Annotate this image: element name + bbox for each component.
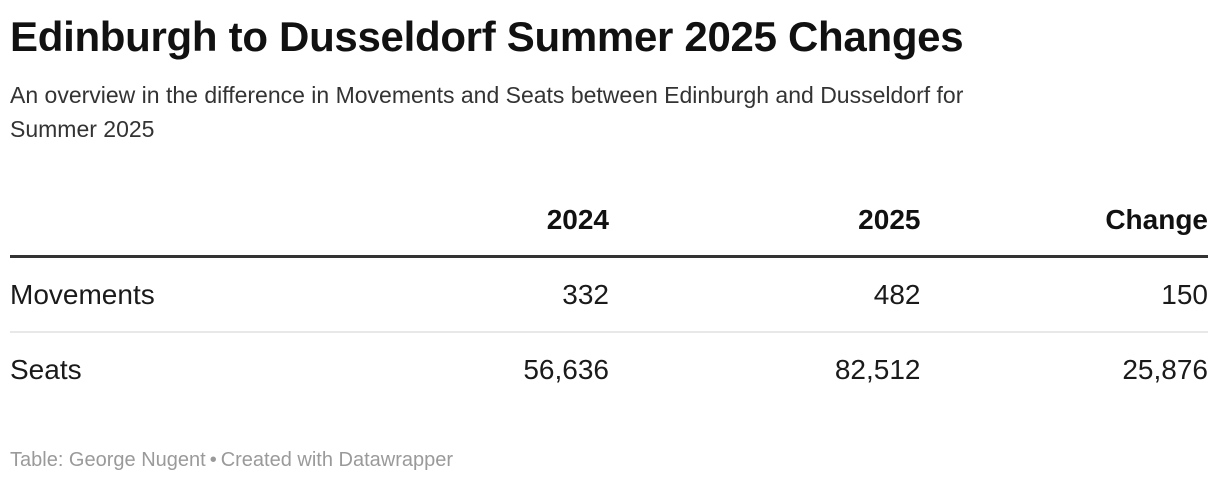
row-label-movements: Movements xyxy=(10,256,310,334)
table-header-row: 2024 2025 Change xyxy=(10,204,1208,259)
cell-seats-2024: 56,636 xyxy=(523,354,609,386)
table-row-seats: Seats 56,636 82,512 25,876 xyxy=(10,332,1208,406)
cell-seats-change: 25,876 xyxy=(1122,354,1208,386)
chart-description-line-2: Summer 2025 xyxy=(10,116,155,143)
footer-separator: • xyxy=(209,449,217,472)
cell-movements-2025: 482 xyxy=(609,256,921,334)
table-row-movements: Movements 332 482 150 xyxy=(10,256,1208,334)
data-table: 2024 2025 Change Movements 332 482 150 S… xyxy=(10,204,1208,406)
column-header-change: Change xyxy=(920,204,1208,259)
column-header-row-label xyxy=(10,204,310,259)
row-label-seats: Seats xyxy=(10,354,82,386)
attribution-text: Table: George Nugent xyxy=(10,449,206,472)
chart-description-line-1: An overview in the difference in Movemen… xyxy=(10,82,964,109)
chart-title: Edinburgh to Dusseldorf Summer 2025 Chan… xyxy=(10,13,964,60)
chart-footer: Table: George Nugent • Created with Datawr… xyxy=(10,448,1208,472)
cell-seats-2025: 82,512 xyxy=(834,354,921,386)
column-header-2024: 2024 xyxy=(309,204,609,259)
chart-description: An overview in the difference in Movemen… xyxy=(10,78,1208,146)
column-header-2025: 2025 xyxy=(609,204,921,259)
cell-movements-change: 150 xyxy=(920,256,1208,334)
cell-movements-2024: 332 xyxy=(309,256,609,334)
datawrapper-credit-link[interactable]: Created with Datawrapper xyxy=(220,449,454,472)
